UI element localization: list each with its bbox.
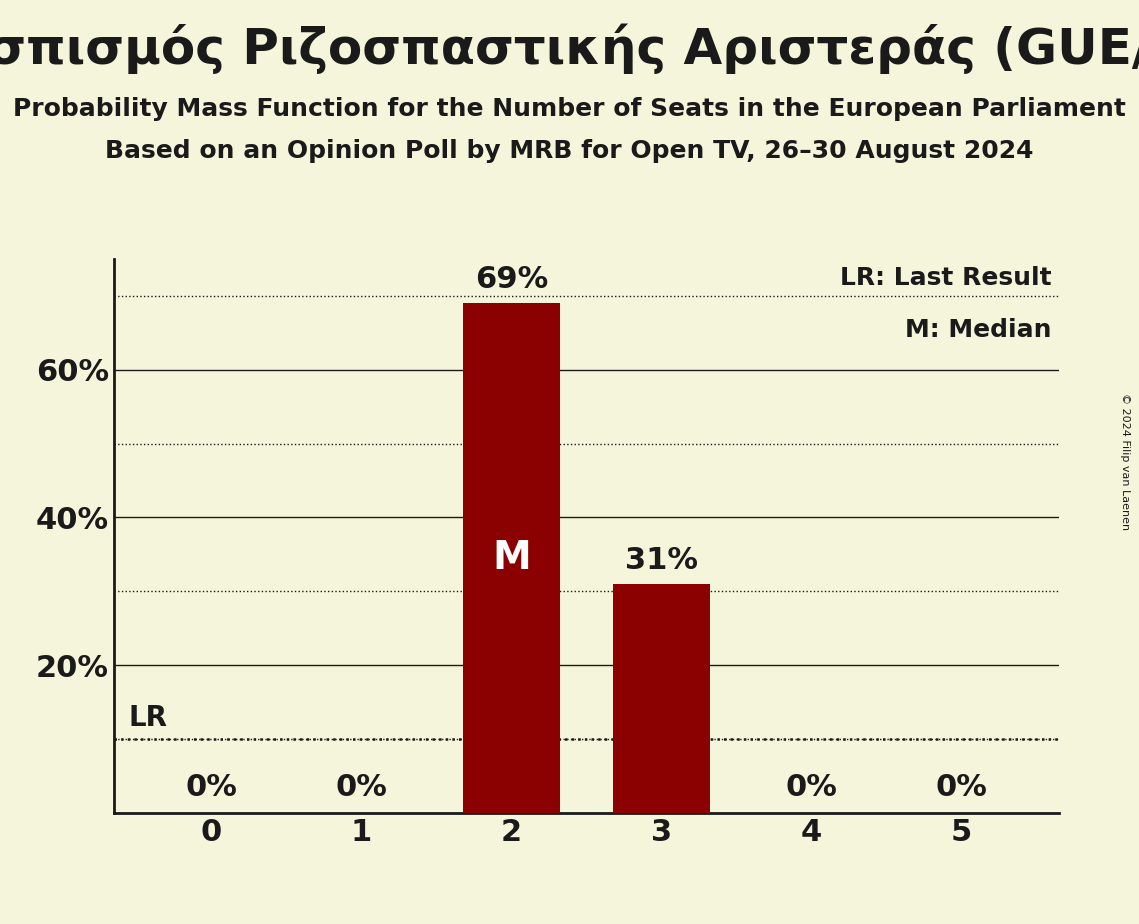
Text: Συνασπισμός Ριζοσπαστικής Αριστεράς (GUE/NGL): Συνασπισμός Ριζοσπαστικής Αριστεράς (GUE… xyxy=(0,23,1139,74)
Text: 69%: 69% xyxy=(475,265,548,294)
Text: 0%: 0% xyxy=(336,772,387,802)
Text: LR: Last Result: LR: Last Result xyxy=(841,266,1051,290)
Text: M: Median: M: Median xyxy=(906,318,1051,342)
Text: M: M xyxy=(492,539,531,578)
Text: 0%: 0% xyxy=(786,772,837,802)
Bar xyxy=(462,303,560,813)
Text: LR: LR xyxy=(129,704,167,732)
Text: 31%: 31% xyxy=(625,546,698,575)
Text: 0%: 0% xyxy=(936,772,988,802)
Text: Probability Mass Function for the Number of Seats in the European Parliament: Probability Mass Function for the Number… xyxy=(13,97,1126,121)
Text: 0%: 0% xyxy=(186,772,237,802)
Text: Based on an Opinion Poll by MRB for Open TV, 26–30 August 2024: Based on an Opinion Poll by MRB for Open… xyxy=(105,139,1034,163)
Text: © 2024 Filip van Laenen: © 2024 Filip van Laenen xyxy=(1121,394,1130,530)
Bar xyxy=(613,584,711,813)
